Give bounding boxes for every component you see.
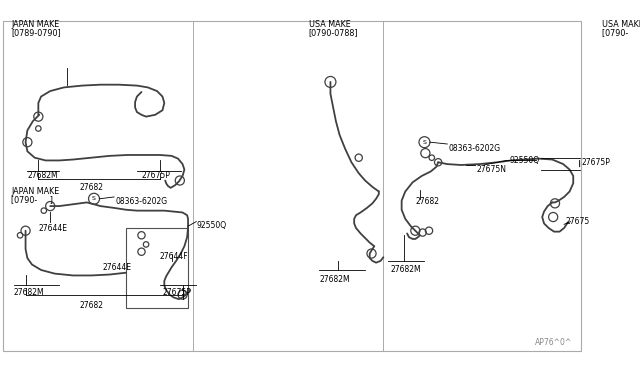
Text: S: S [92, 196, 96, 201]
Text: 08363-6202G: 08363-6202G [448, 144, 500, 153]
Text: 08363-6202G: 08363-6202G [115, 197, 167, 206]
Text: 27644F: 27644F [160, 252, 188, 261]
Text: JAPAN MAKE: JAPAN MAKE [11, 20, 60, 29]
Text: 27682M: 27682M [319, 275, 350, 283]
Text: [0789-0790]: [0789-0790] [11, 28, 61, 37]
Text: 27675N: 27675N [477, 165, 506, 174]
Text: 27682: 27682 [415, 197, 439, 206]
Text: 27675P: 27675P [582, 158, 611, 167]
Text: [0790-     ]: [0790- ] [11, 195, 53, 204]
Text: 27644E: 27644E [38, 224, 67, 233]
Text: 27675P: 27675P [163, 288, 191, 297]
Text: 92550Q: 92550Q [509, 156, 540, 165]
FancyBboxPatch shape [3, 21, 582, 351]
Text: S: S [422, 140, 426, 145]
Text: 27682M: 27682M [28, 171, 58, 180]
Text: JAPAN MAKE: JAPAN MAKE [11, 187, 60, 196]
Text: [0790-0788]: [0790-0788] [308, 28, 358, 37]
Text: 27682: 27682 [79, 183, 103, 192]
Text: USA MAKE: USA MAKE [308, 20, 350, 29]
Text: 27644E: 27644E [102, 263, 131, 272]
Text: AP76^0^: AP76^0^ [535, 338, 573, 347]
Text: 27682: 27682 [79, 301, 103, 310]
Text: USA MAKE: USA MAKE [602, 20, 640, 29]
Text: 27682M: 27682M [390, 265, 421, 275]
Text: 27675: 27675 [566, 217, 590, 226]
Text: 27682M: 27682M [13, 288, 44, 297]
Text: 27675P: 27675P [141, 171, 170, 180]
Text: [0790-     ]: [0790- ] [602, 28, 640, 37]
Text: 92550Q: 92550Q [196, 221, 227, 230]
